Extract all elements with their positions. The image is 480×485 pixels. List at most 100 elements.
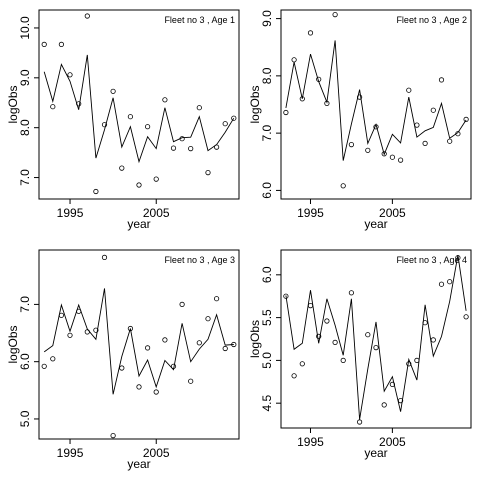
observed-point — [50, 356, 56, 362]
y-tick-label: 7.0 — [18, 169, 32, 186]
x-tick-label: 1995 — [297, 206, 324, 220]
observed-point — [119, 165, 125, 171]
x-tick-label: 2005 — [143, 446, 170, 460]
x-axis-label: year — [364, 217, 387, 231]
observed-point — [447, 138, 453, 144]
panel-title: Fleet no 3 , Age 2 — [396, 15, 467, 25]
observed-point — [93, 188, 99, 195]
observed-point — [332, 339, 338, 345]
observed-point — [145, 124, 151, 130]
observed-point — [136, 384, 142, 390]
observed-point — [58, 41, 65, 48]
x-axis-label: year — [127, 457, 150, 471]
y-tick-label: 6.0 — [260, 182, 274, 199]
y-tick-label: 5.0 — [260, 352, 274, 369]
y-tick-label: 7.0 — [18, 296, 32, 313]
observed-point — [414, 357, 420, 363]
plot-frame — [38, 9, 240, 200]
y-tick-label: 5.5 — [260, 309, 274, 326]
observed-point — [332, 12, 338, 18]
observed-point — [58, 312, 65, 318]
observed-point — [110, 432, 116, 439]
panel-fleet3-age1: Fleet no 3 , Age 1 1995 2005 7.0 8.0 9.0 10.0 y… — [6, 9, 240, 231]
plot-frame — [280, 9, 472, 200]
observed-point — [170, 145, 177, 151]
observed-point — [307, 302, 314, 309]
observed-point — [422, 320, 428, 326]
observed-point — [179, 136, 185, 142]
observed-point — [365, 147, 371, 153]
observed-point — [455, 131, 461, 137]
observed-point — [188, 146, 194, 152]
observed-point — [381, 402, 387, 408]
observed-point — [348, 290, 354, 296]
panel-title: Fleet no 3 , Age 3 — [164, 255, 235, 265]
observed-point — [127, 325, 133, 332]
observed-point — [422, 140, 428, 146]
plot-frame — [38, 249, 240, 440]
observed-point — [222, 121, 228, 127]
observed-point — [101, 122, 108, 128]
observed-point — [76, 308, 82, 314]
observed-point — [127, 114, 133, 120]
observed-point — [67, 332, 73, 338]
observed-point — [291, 373, 297, 379]
observed-point — [136, 182, 142, 188]
observed-point — [145, 345, 151, 351]
observed-point — [41, 41, 47, 48]
x-tick-label: 2005 — [143, 206, 170, 220]
observed-point — [179, 301, 185, 307]
observed-point — [430, 337, 436, 343]
x-tick-label: 1995 — [57, 206, 84, 220]
plot-frame — [280, 249, 472, 429]
observed-point — [373, 344, 379, 351]
observed-point — [231, 341, 237, 348]
observed-point — [324, 318, 330, 324]
observed-point — [162, 337, 168, 343]
observed-point — [340, 183, 346, 189]
panel-fleet3-age4: Fleet no 3 , Age 4 1995 2005 4.5 5.0 5.5 6.0 ye… — [248, 249, 472, 460]
observed-point — [101, 254, 108, 260]
fitted-line — [285, 255, 467, 420]
y-tick-label: 4.5 — [260, 395, 274, 412]
observed-point — [356, 419, 363, 425]
observed-point — [381, 151, 387, 157]
y-axis-label: logObs — [248, 320, 262, 358]
observed-point — [110, 88, 116, 94]
observed-point — [205, 316, 211, 322]
x-tick-label: 2005 — [379, 206, 406, 220]
fitted-line — [43, 288, 234, 395]
observed-point — [214, 296, 220, 302]
observed-point — [365, 332, 371, 338]
panel-fleet3-age3: Fleet no 3 , Age 3 1995 2005 5.0 6.0 7.0 year l… — [6, 249, 240, 471]
observed-point — [397, 397, 404, 404]
observed-point — [196, 105, 202, 111]
observed-point — [93, 327, 99, 333]
observed-point — [463, 116, 469, 123]
observed-point — [316, 333, 322, 339]
y-tick-label: 6.0 — [260, 266, 274, 283]
observed-point — [222, 345, 228, 352]
observed-point — [84, 329, 90, 335]
observed-point — [438, 281, 445, 287]
observed-point — [50, 104, 56, 110]
observed-point — [299, 96, 305, 102]
observed-point — [153, 176, 159, 182]
y-tick-label: 10.0 — [18, 16, 32, 40]
y-tick-label: 7.0 — [260, 124, 274, 141]
y-tick-label: 6.0 — [18, 353, 32, 370]
observed-point — [340, 357, 346, 363]
observed-point — [373, 124, 379, 130]
observed-point — [324, 100, 330, 107]
observed-point — [447, 279, 453, 285]
observed-point — [214, 144, 220, 150]
x-tick-label: 2005 — [379, 435, 406, 449]
y-axis-label: logObs — [6, 325, 20, 363]
observed-point — [188, 378, 194, 384]
observed-point — [316, 76, 322, 82]
y-tick-label: 5.0 — [18, 410, 32, 427]
fitted-line — [285, 40, 467, 161]
observed-point — [397, 157, 404, 163]
